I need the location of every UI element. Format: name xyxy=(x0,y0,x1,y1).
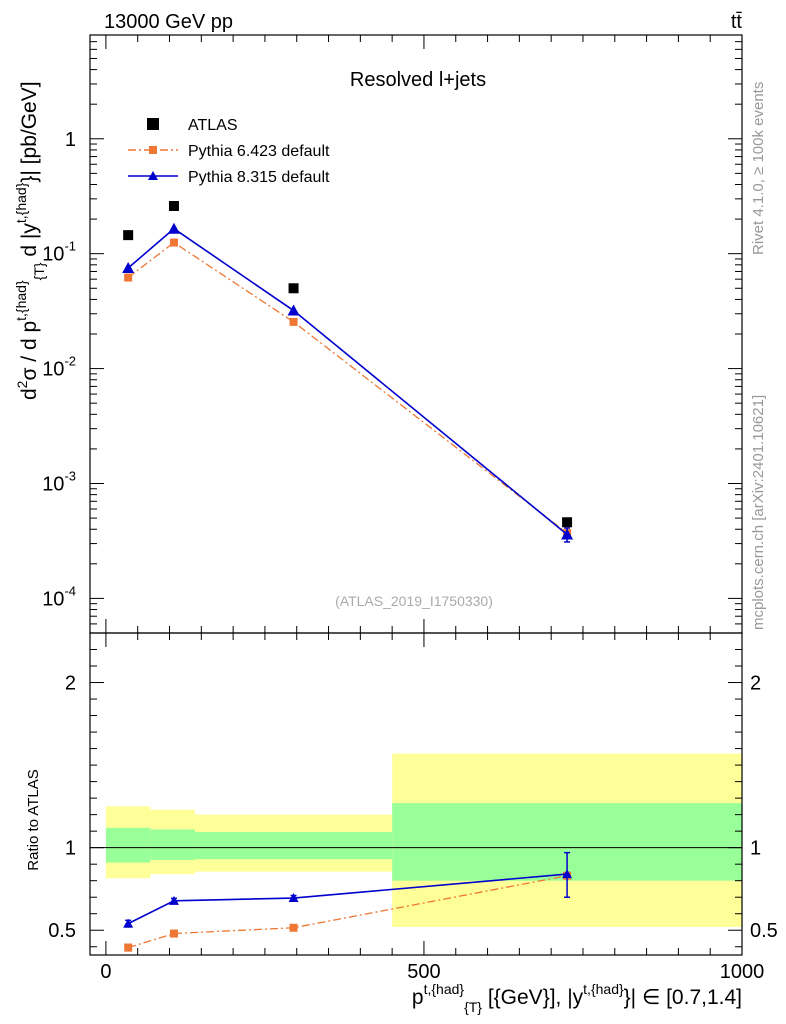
ratio-plot-frame xyxy=(89,632,743,956)
analysis-id: (ATLAS_2019_I1750330) xyxy=(335,593,493,609)
ratio-x-tick-label: 0 xyxy=(100,961,111,983)
main-line-py6 xyxy=(127,241,568,534)
ratio-point-py8 xyxy=(123,918,134,928)
ratio-x-tick-label: 500 xyxy=(407,961,440,983)
main-point-atlas xyxy=(288,283,299,294)
main-point-py8 xyxy=(287,304,300,316)
ratio-y-tick-label-right: 1 xyxy=(750,838,761,860)
ratio-y-tick-label-left: 2 xyxy=(65,673,76,695)
ratio-line-py6 xyxy=(127,875,568,949)
ratio-series-py8 xyxy=(123,851,573,928)
band-inner-0 xyxy=(105,827,151,863)
main-y-tick-label: 1 xyxy=(65,129,76,151)
band-inner-1 xyxy=(150,829,195,861)
ratio-x-tick-label: 1000 xyxy=(720,961,765,983)
main-y-tick-label: 10-3 xyxy=(42,469,76,496)
legend-label-py8: Pythia 8.315 default xyxy=(188,169,330,186)
main-point-py6 xyxy=(124,273,133,282)
ratio-y-tick-label-left: 1 xyxy=(65,838,76,860)
ratio-y-axis-label: Ratio to ATLAS xyxy=(25,769,42,870)
legend: ATLAS Pythia 6.423 default Pythia 8.315 de… xyxy=(128,117,330,186)
ratio-line-py8 xyxy=(127,873,568,925)
legend-marker-py6 xyxy=(149,146,157,154)
legend-label-py6: Pythia 6.423 default xyxy=(188,143,330,160)
ratio-y-tick-label-right: 0.5 xyxy=(750,920,778,942)
data-series xyxy=(122,200,574,952)
main-series-py6 xyxy=(124,238,572,538)
main-y-tick-label: 10-1 xyxy=(42,239,76,266)
axis-ticks: 10-4 10-3 10-2 10-1 1 0 500 1000 0.5 0.5 1 1 2 2 xyxy=(42,34,778,983)
ratio-point-py6 xyxy=(124,943,133,952)
x-axis-label: pt,{had}{T} [{GeV}], |yt,{had}}| ∈ [0.7,… xyxy=(412,981,742,1015)
rivet-version-label: Rivet 4.1.0, ≥ 100k events xyxy=(750,82,767,255)
main-plot-title: Resolved l+jets xyxy=(350,69,486,91)
band-inner-2 xyxy=(194,831,393,860)
main-point-py6 xyxy=(289,317,298,326)
main-point-py8 xyxy=(167,222,180,234)
ratio-point-py6 xyxy=(289,923,298,932)
main-y-axis-label: d2σ / d pt,{had}{T} d |yt,{had}}| [pb/Ge… xyxy=(13,81,47,400)
main-point-atlas xyxy=(123,230,134,241)
ratio-point-py8 xyxy=(562,869,573,879)
main-point-py8 xyxy=(561,528,574,540)
main-line-py8 xyxy=(127,227,568,536)
source-label: mcplots.cern.ch [arXiv:2401.10621] xyxy=(750,395,767,630)
process-label: tt̄ xyxy=(731,11,743,33)
main-y-tick-label: 10-4 xyxy=(42,583,76,610)
legend-label-atlas: ATLAS xyxy=(188,117,238,134)
ratio-point-py6 xyxy=(169,929,178,938)
legend-marker-py8 xyxy=(148,171,158,180)
ratio-point-py8 xyxy=(168,895,179,905)
ratio-y-tick-label-right: 2 xyxy=(750,673,761,695)
main-series-py8 xyxy=(122,222,574,543)
legend-marker-atlas xyxy=(147,118,159,130)
ratio-y-tick-label-left: 0.5 xyxy=(48,920,76,942)
main-point-py8 xyxy=(122,262,135,274)
main-point-py6 xyxy=(169,238,178,247)
ratio-point-py8 xyxy=(288,893,299,903)
energy-label: 13000 GeV pp xyxy=(104,11,233,33)
main-series-atlas xyxy=(123,200,573,528)
main-y-tick-label: 10-2 xyxy=(42,354,76,381)
main-point-atlas xyxy=(168,200,179,211)
main-point-atlas xyxy=(562,517,573,528)
